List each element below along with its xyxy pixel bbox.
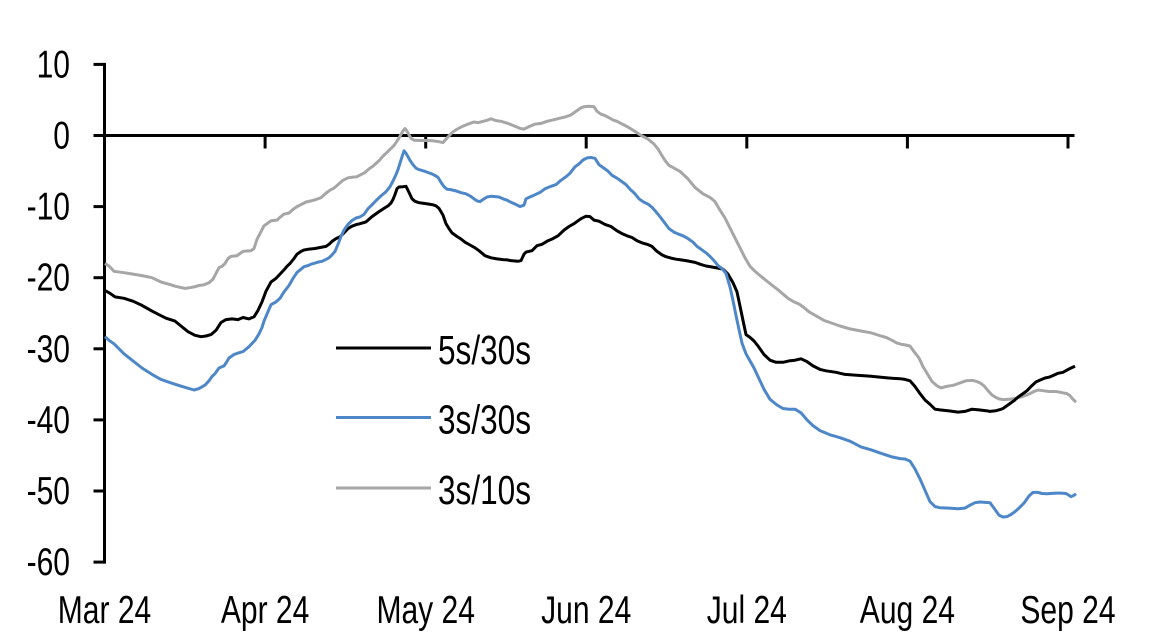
svg-text:Jul 24: Jul 24 xyxy=(707,589,787,632)
svg-text:3s/10s: 3s/10s xyxy=(438,467,531,513)
svg-text:Sep 24: Sep 24 xyxy=(1020,589,1115,632)
svg-text:-40: -40 xyxy=(27,399,70,442)
svg-text:3s/30s: 3s/30s xyxy=(438,397,531,443)
svg-text:-60: -60 xyxy=(27,541,70,584)
svg-text:10: 10 xyxy=(37,43,70,86)
svg-text:-30: -30 xyxy=(27,328,70,371)
svg-text:-20: -20 xyxy=(27,257,70,300)
svg-text:0: 0 xyxy=(53,115,70,158)
svg-text:-10: -10 xyxy=(27,186,70,229)
svg-text:-50: -50 xyxy=(27,470,70,513)
svg-text:Jun 24: Jun 24 xyxy=(541,589,631,632)
svg-text:Aug 24: Aug 24 xyxy=(860,589,955,632)
svg-text:Mar 24: Mar 24 xyxy=(58,589,152,632)
svg-text:May 24: May 24 xyxy=(376,589,475,632)
svg-text:Apr 24: Apr 24 xyxy=(221,589,310,632)
svg-text:5s/30s: 5s/30s xyxy=(438,327,531,373)
